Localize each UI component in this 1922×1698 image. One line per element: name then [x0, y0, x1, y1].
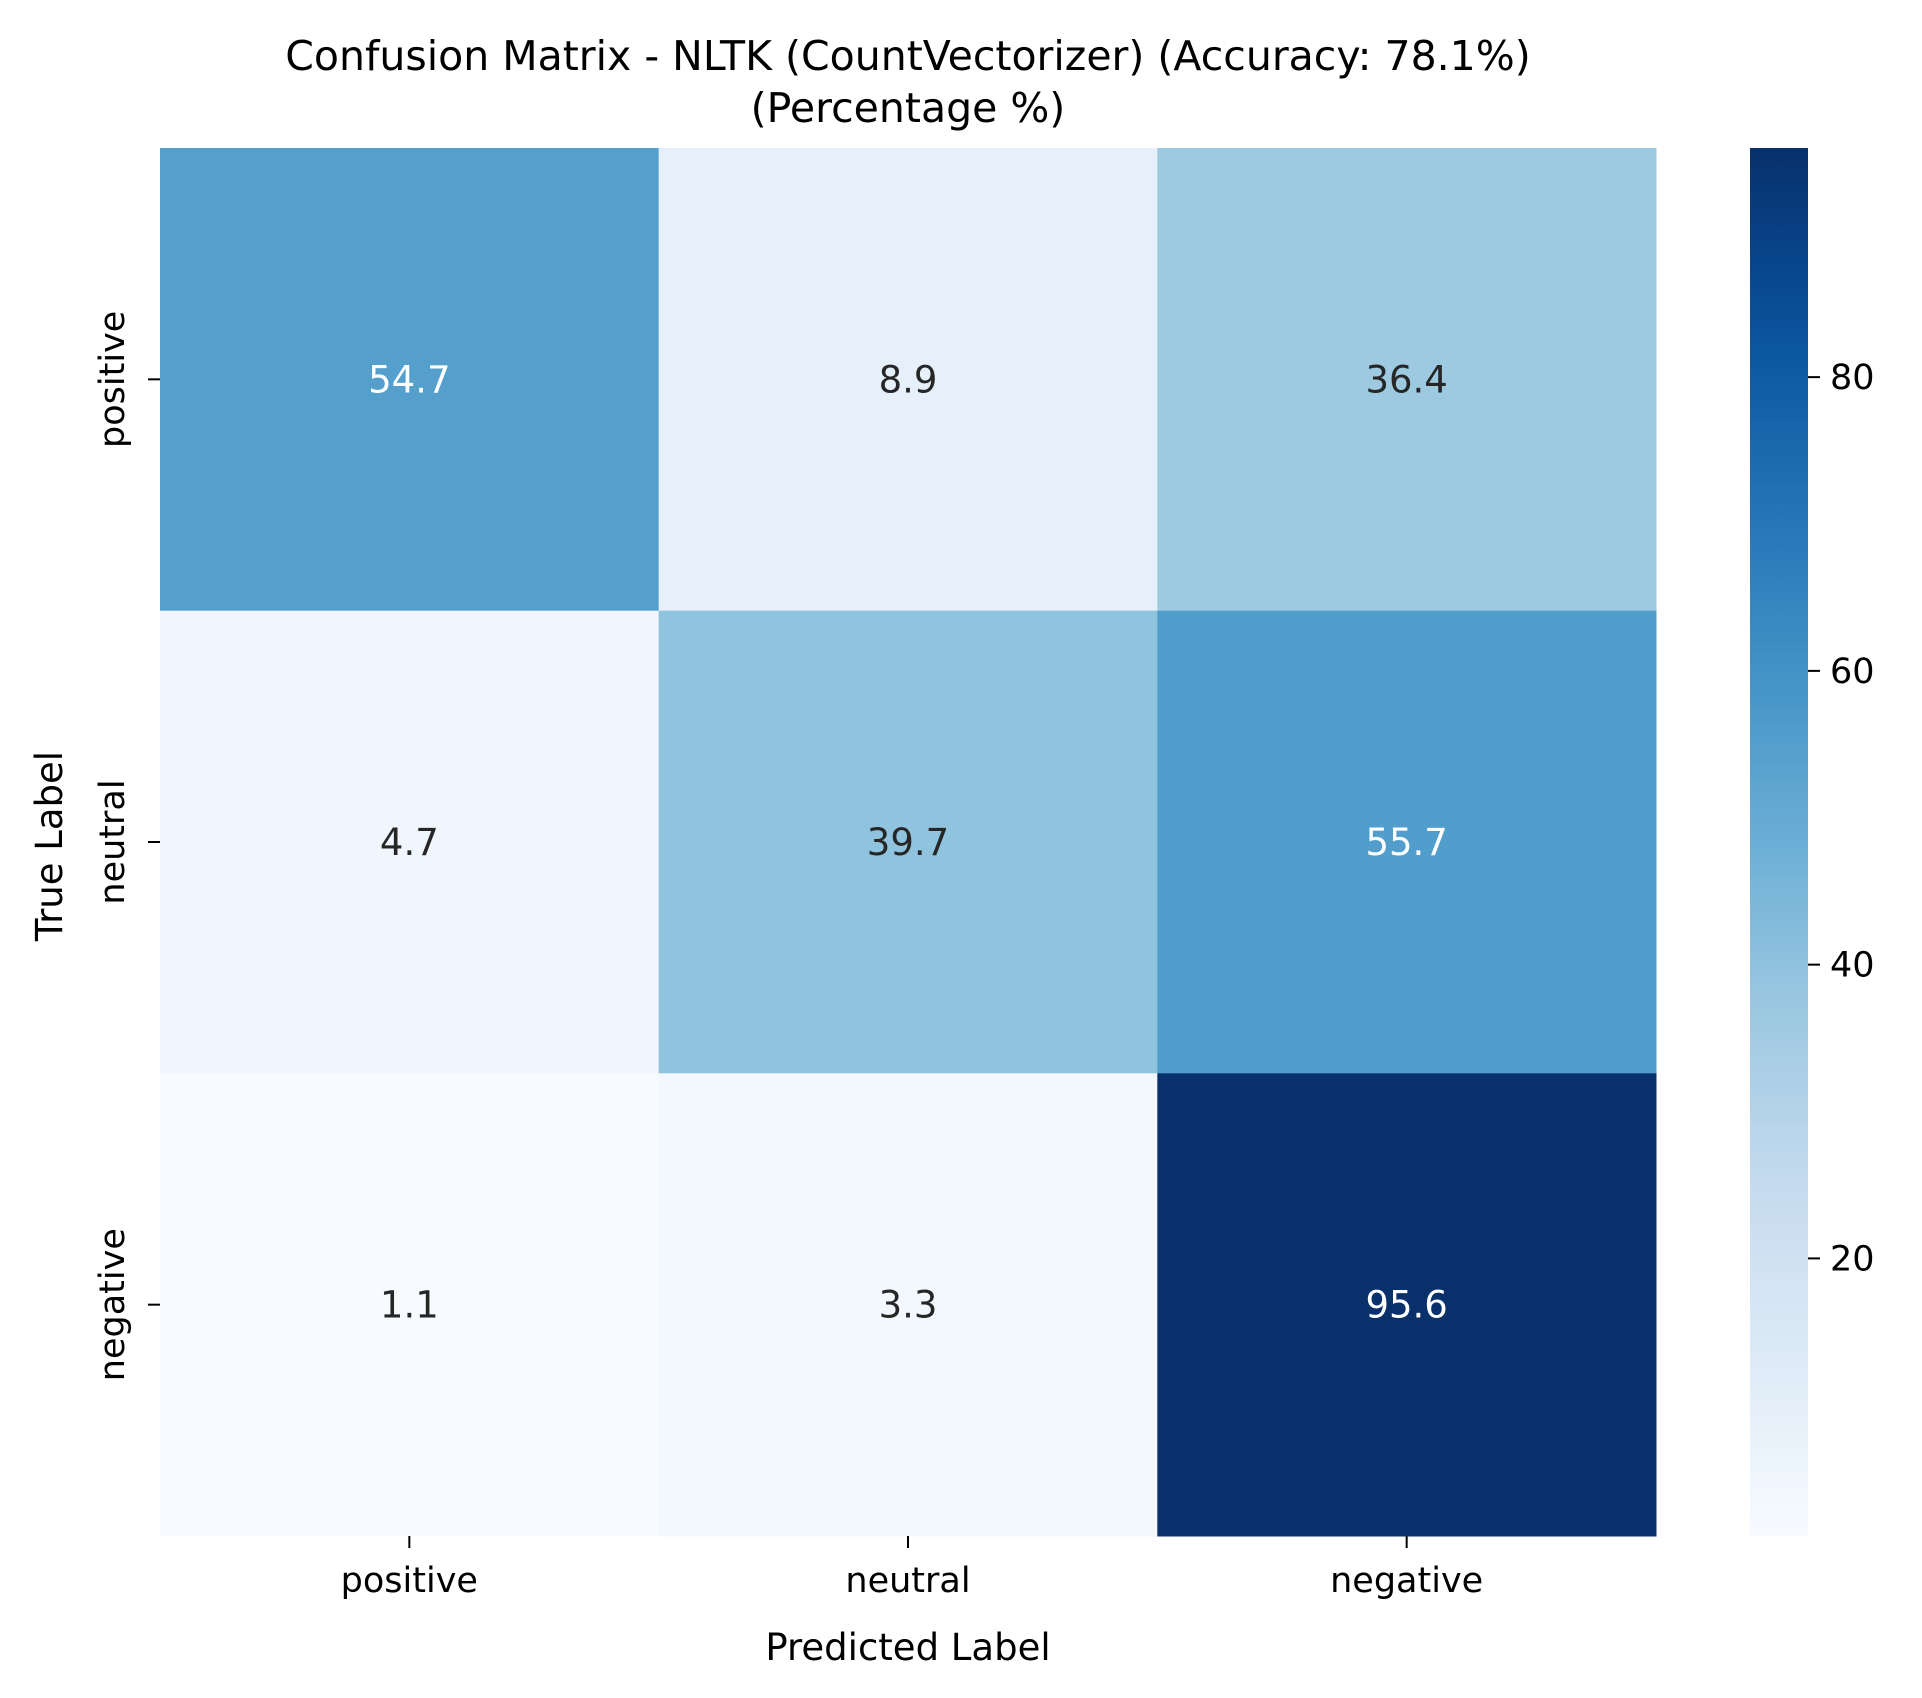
colorbar-tick-label: 80 — [1830, 358, 1875, 398]
heatmap-cell-positive-neutral — [658, 148, 1158, 612]
y-tick-label-positive: positive — [93, 311, 133, 448]
x-tick-label-negative: negative — [1330, 1561, 1483, 1601]
cell-value-label: 55.7 — [1365, 821, 1447, 864]
x-tick-label-neutral: neutral — [845, 1561, 970, 1601]
cell-value-label: 95.6 — [1365, 1284, 1447, 1327]
chart-title: Confusion Matrix - NLTK (CountVectorizer… — [285, 32, 1530, 80]
heatmap-cell-negative-negative — [1157, 1073, 1657, 1537]
heatmap-cell-negative-neutral — [658, 1073, 1158, 1537]
cell-value-label: 1.1 — [380, 1284, 439, 1327]
y-tick-label-neutral: neutral — [93, 779, 133, 904]
cell-value-label: 36.4 — [1365, 358, 1447, 401]
y-axis-label: True Label — [28, 751, 71, 942]
cell-value-label: 3.3 — [879, 1284, 938, 1327]
colorbar-ticks: 20 40 60 80 — [1808, 358, 1875, 1279]
heatmap-cell-labels: 54.7 8.9 36.4 4.7 39.7 55.7 1.1 3.3 95.6 — [368, 358, 1448, 1326]
cell-value-label: 54.7 — [368, 358, 450, 401]
y-tick-label-negative: negative — [93, 1228, 133, 1381]
colorbar-tick-label: 60 — [1830, 652, 1875, 692]
colorbar-tick-label: 20 — [1830, 1239, 1875, 1279]
x-axis-ticks: positive neutral negative — [341, 1536, 1483, 1601]
heatmap-cells — [160, 148, 1657, 1537]
cell-value-label: 4.7 — [380, 821, 439, 864]
x-axis-label: Predicted Label — [765, 1626, 1050, 1669]
cell-value-label: 39.7 — [867, 821, 949, 864]
heatmap-cell-positive-positive — [160, 148, 660, 612]
heatmap-cell-neutral-negative — [1157, 610, 1657, 1074]
heatmap-cell-neutral-neutral — [658, 610, 1158, 1074]
colorbar — [1750, 148, 1808, 1536]
heatmap-cell-positive-negative — [1157, 148, 1657, 612]
x-tick-label-positive: positive — [341, 1561, 478, 1601]
chart-subtitle: (Percentage %) — [751, 84, 1066, 132]
y-axis-ticks: positive neutral negative — [93, 311, 160, 1381]
heatmap-cell-negative-positive — [160, 1073, 660, 1537]
heatmap-cell-neutral-positive — [160, 610, 660, 1074]
cell-value-label: 8.9 — [879, 358, 938, 401]
colorbar-tick-label: 40 — [1830, 946, 1875, 986]
